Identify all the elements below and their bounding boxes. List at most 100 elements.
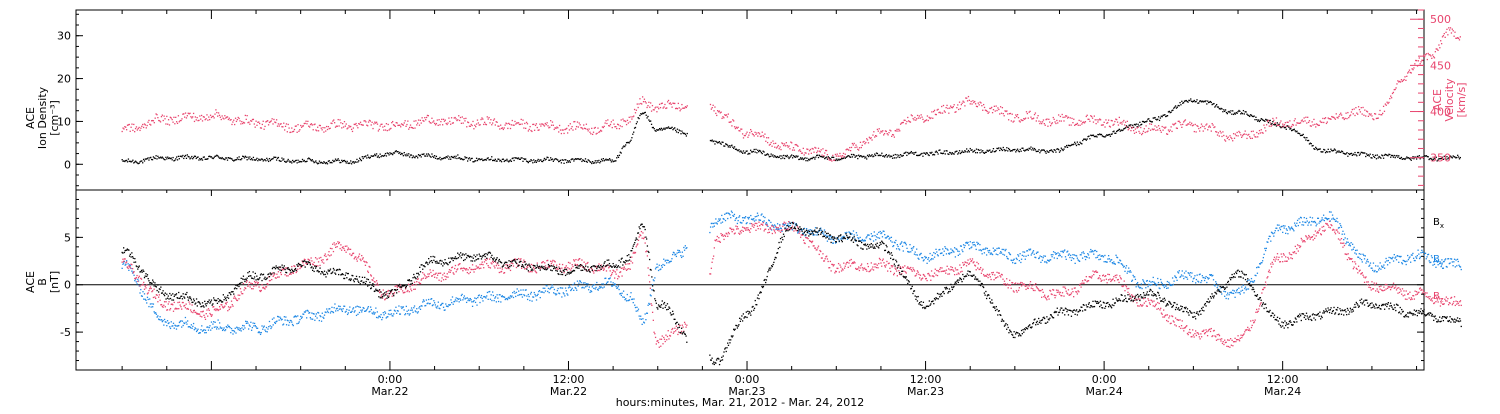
density-point [712,139,713,140]
density-point [207,158,208,159]
velocity-point [1396,83,1397,84]
density-point [1130,124,1131,125]
velocity-point [681,104,682,105]
velocity-point [430,122,431,123]
density-point [653,127,654,128]
by-point [650,295,651,296]
velocity-point [871,139,872,140]
density-point [1375,155,1376,156]
velocity-point [1438,44,1439,45]
velocity-point [1294,120,1295,121]
by-point [606,283,607,284]
by-point [1032,252,1033,253]
density-point [989,149,990,150]
velocity-point [832,155,833,156]
velocity-point [1162,130,1163,131]
by-point [1410,262,1411,263]
by-point [276,321,277,322]
by-point [1341,227,1342,228]
velocity-point [1280,120,1281,121]
density-point [1179,102,1180,103]
velocity-point [293,131,294,132]
bz-point [245,288,246,289]
bz-point [278,276,279,277]
velocity-point [563,129,564,130]
by-point [169,326,170,327]
velocity-point [222,115,223,116]
density-point [655,131,656,132]
velocity-point [845,154,846,155]
by-point [476,304,477,305]
velocity-point [457,119,458,120]
bz-point [203,315,204,316]
by-point [565,287,566,288]
density-point [363,158,364,159]
velocity-point [1209,125,1210,126]
velocity-point [505,124,506,125]
velocity-point [937,109,938,110]
density-point [1066,145,1067,146]
velocity-point [206,114,207,115]
by-point [1242,290,1243,291]
by-point [963,244,964,245]
by-point [1157,278,1158,279]
density-point [896,157,897,158]
density-point [1022,148,1023,149]
by-point [1169,283,1170,284]
velocity-point [1370,113,1371,114]
density-point [624,146,625,147]
density-point [1237,113,1238,114]
by-point [572,288,573,289]
velocity-point [888,132,889,133]
density-point [370,157,371,158]
by-point [1454,259,1455,260]
velocity-point [655,106,656,107]
velocity-point [1191,123,1192,124]
velocity-point [125,127,126,128]
by-point [1022,251,1023,252]
velocity-point [278,123,279,124]
velocity-point [971,101,972,102]
velocity-point [166,116,167,117]
by-point [1182,275,1183,276]
bz-point [219,306,220,307]
density-point [312,159,313,160]
by-point [1250,281,1251,282]
by-point [1330,211,1331,212]
bz-point [226,302,227,303]
velocity-point [1441,43,1442,44]
velocity-point [1406,76,1407,77]
by-point [542,291,543,292]
density-point [1392,155,1393,156]
density-point [1303,134,1304,135]
by-point [355,306,356,307]
by-point [537,295,538,296]
by-point [1287,233,1288,234]
velocity-point [1059,120,1060,121]
by-point [1180,276,1181,277]
density-point [678,132,679,133]
velocity-point [492,122,493,123]
by-point [342,311,343,312]
by-point [362,309,363,310]
by-point [1087,253,1088,254]
by-point [1129,271,1130,272]
by-point [428,299,429,300]
velocity-point [983,104,984,105]
by-point [830,236,831,237]
density-point [329,160,330,161]
velocity-point [767,142,768,143]
by-point [1334,219,1335,220]
by-point [665,260,666,261]
density-point [1164,114,1165,115]
density-point [534,161,535,162]
density-point [1162,116,1163,117]
by-point [958,251,959,252]
by-point [1340,225,1341,226]
bz-point [255,285,256,286]
velocity-point [390,128,391,129]
velocity-point [1199,130,1200,131]
by-point [674,252,675,253]
by-point [792,229,793,230]
velocity-point [592,134,593,135]
